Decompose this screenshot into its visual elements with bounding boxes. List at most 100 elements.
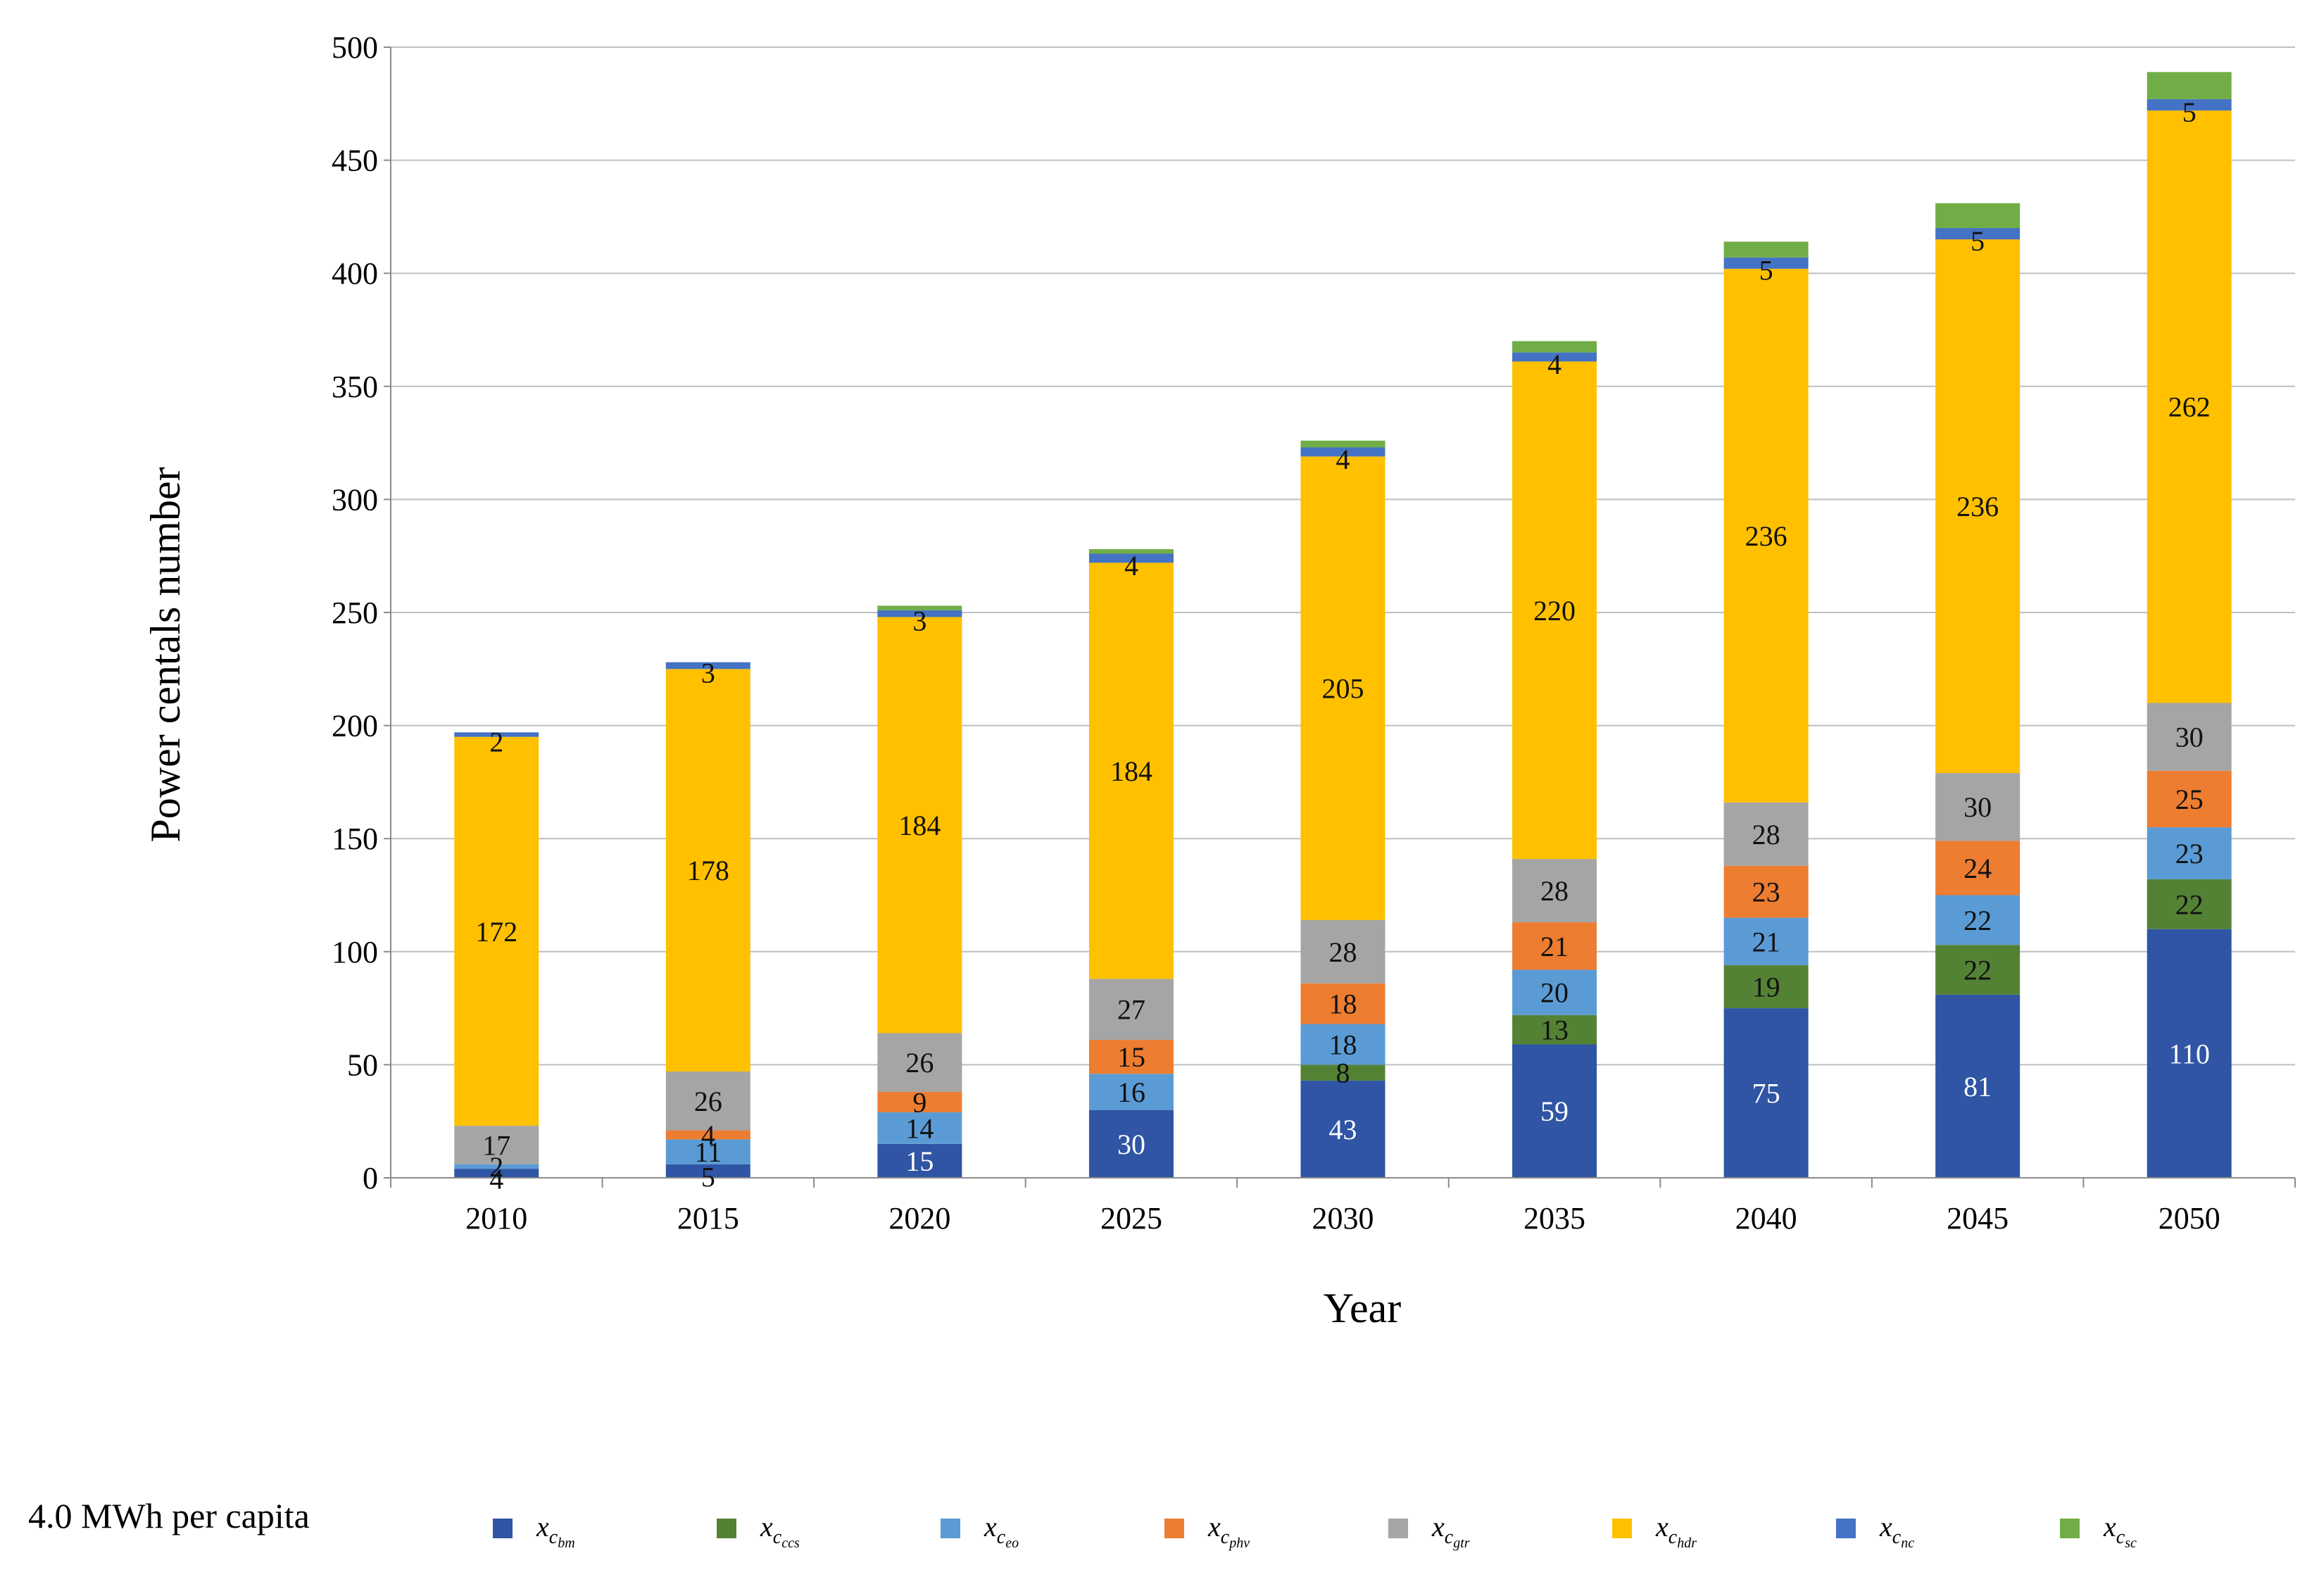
- y-tick-label-0: 0: [363, 1161, 378, 1195]
- data-label-phv-2020: 9: [912, 1086, 926, 1118]
- axes: [384, 46, 2296, 1188]
- bar-bm-2010: [454, 1169, 539, 1178]
- bar-sc-2045: [1935, 203, 2021, 228]
- y-tick-label-250: 250: [332, 596, 378, 630]
- data-label-gtr-2015: 26: [694, 1086, 722, 1117]
- legend-swatch-bm: [493, 1519, 513, 1538]
- y-tick-label-100: 100: [332, 935, 378, 969]
- x-tick-label-2040: 2040: [1735, 1201, 1797, 1236]
- bar-hdr-2040: [1723, 268, 1809, 803]
- bar-ccs-2050: [2147, 879, 2232, 929]
- bar-nc-2050: [2147, 99, 2232, 111]
- bar-sc-2040: [1723, 241, 1809, 258]
- data-label-eo-2015: 11: [695, 1136, 722, 1168]
- legend: xcbm xcccs xceo xcphv xcgtr xchdr xcnc xcsc: [493, 1511, 2137, 1551]
- data-label-bm-2030: 43: [1329, 1114, 1357, 1145]
- data-label-phv-2040: 23: [1752, 876, 1780, 908]
- bar-sc-2035: [1512, 341, 1597, 353]
- bar-ccs-2035: [1512, 1014, 1597, 1045]
- y-tick-label-400: 400: [332, 256, 378, 291]
- bar-sc-2020: [877, 605, 962, 610]
- x-tick-label-2035: 2035: [1523, 1201, 1585, 1236]
- data-label-nc-2045: 5: [1971, 225, 1985, 257]
- bar-ccs-2045: [1935, 945, 2021, 995]
- x-tick-label-2050: 2050: [2158, 1201, 2220, 1236]
- legend-label-nc: xcnc: [1879, 1511, 1914, 1551]
- y-tick-label-350: 350: [332, 370, 378, 404]
- data-label-hdr-2025: 184: [1110, 755, 1152, 787]
- data-label-gtr-2035: 28: [1540, 875, 1569, 907]
- data-label-phv-2015: 4: [701, 1119, 715, 1151]
- legend-swatch-ccs: [717, 1519, 736, 1538]
- data-label-hdr-2045: 236: [1956, 491, 1999, 522]
- data-label-hdr-2020: 184: [898, 810, 941, 841]
- bar-sc-2025: [1088, 549, 1174, 554]
- data-label-nc-2040: 5: [1759, 255, 1773, 287]
- data-label-eo-2010: 2: [489, 1151, 503, 1183]
- bar-gtr-2030: [1300, 919, 1385, 984]
- data-label-gtr-2050: 30: [2175, 722, 2204, 753]
- data-label-eo-2040: 21: [1752, 926, 1780, 957]
- data-label-bm-2010: 4: [489, 1164, 503, 1195]
- data-label-gtr-2030: 28: [1329, 936, 1357, 968]
- bar-hdr-2020: [877, 617, 962, 1033]
- data-label-bm-2040: 75: [1752, 1078, 1780, 1110]
- x-tick-label-2010: 2010: [465, 1201, 527, 1236]
- bar-hdr-2025: [1088, 563, 1174, 979]
- bar-ccs-2030: [1300, 1064, 1385, 1081]
- legend-label-gtr: xcgtr: [1431, 1511, 1470, 1551]
- legend-label-phv: xcphv: [1207, 1511, 1250, 1551]
- legend-swatch-gtr: [1388, 1519, 1408, 1538]
- data-label-ccs-2045: 22: [1963, 954, 1992, 986]
- data-label-hdr-2030: 205: [1322, 673, 1364, 705]
- data-label-eo-2020: 14: [905, 1112, 934, 1144]
- bar-bm-2030: [1300, 1080, 1385, 1178]
- bar-nc-2045: [1935, 227, 2021, 240]
- bar-hdr-2030: [1300, 456, 1385, 920]
- bar-gtr-2020: [877, 1033, 962, 1092]
- data-label-nc-2050: 5: [2182, 96, 2197, 128]
- bar-nc-2010: [454, 732, 539, 737]
- bar-gtr-2050: [2147, 703, 2232, 771]
- data-label-phv-2050: 25: [2175, 784, 2204, 815]
- data-label-nc-2025: 4: [1124, 550, 1138, 582]
- bar-eo-2015: [665, 1139, 750, 1164]
- bar-hdr-2035: [1512, 361, 1597, 860]
- bar-nc-2035: [1512, 352, 1597, 362]
- data-label-bm-2020: 15: [905, 1145, 934, 1177]
- bar-phv-2035: [1512, 922, 1597, 970]
- legend-label-bm: xcbm: [536, 1511, 575, 1551]
- legend-label-hdr: xchdr: [1655, 1511, 1697, 1551]
- data-label-nc-2030: 4: [1336, 444, 1350, 475]
- bar-eo-2045: [1935, 895, 2021, 945]
- legend-label-sc: xcsc: [2103, 1511, 2137, 1551]
- x-axis-title: Year: [1324, 1285, 1402, 1331]
- bar-nc-2040: [1723, 257, 1809, 269]
- data-labels: 4217172251142617831514926184330161527184…: [475, 96, 2210, 1195]
- bar-eo-2040: [1723, 917, 1809, 966]
- legend-swatch-hdr: [1612, 1519, 1632, 1538]
- data-label-eo-2025: 16: [1117, 1076, 1145, 1108]
- data-label-gtr-2025: 27: [1117, 994, 1145, 1026]
- bar-eo-2050: [2147, 827, 2232, 880]
- bar-eo-2020: [877, 1112, 962, 1144]
- x-tick-label-2020: 2020: [888, 1201, 950, 1236]
- bar-gtr-2010: [454, 1126, 539, 1164]
- data-label-nc-2035: 4: [1547, 348, 1561, 380]
- capita-note: 4.0 MWh per capita: [28, 1496, 310, 1535]
- bar-nc-2025: [1088, 553, 1174, 563]
- data-label-phv-2025: 15: [1117, 1041, 1145, 1073]
- bar-eo-2035: [1512, 969, 1597, 1015]
- data-label-gtr-2045: 30: [1963, 791, 1992, 823]
- data-label-hdr-2010: 172: [475, 916, 517, 948]
- data-label-eo-2030: 18: [1329, 1029, 1357, 1060]
- data-label-nc-2020: 3: [912, 605, 926, 637]
- y-tick-label-450: 450: [332, 144, 378, 178]
- data-label-gtr-2020: 26: [905, 1047, 934, 1079]
- bar-hdr-2015: [665, 669, 750, 1072]
- bar-hdr-2045: [1935, 239, 2021, 774]
- bar-gtr-2045: [1935, 773, 2021, 841]
- bar-phv-2050: [2147, 770, 2232, 828]
- legend-label-ccs: xcccs: [760, 1511, 800, 1551]
- data-label-nc-2015: 3: [701, 657, 715, 689]
